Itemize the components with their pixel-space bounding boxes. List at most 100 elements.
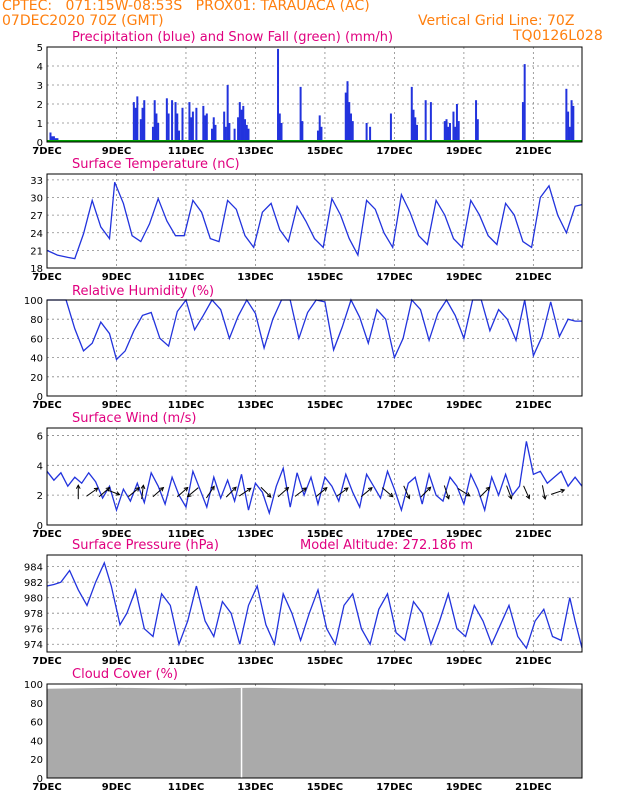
precip-bar bbox=[280, 123, 283, 142]
precip-bar bbox=[429, 102, 432, 142]
wind-arrow bbox=[106, 489, 120, 496]
wind-arrow-head bbox=[159, 486, 165, 492]
precip-bar bbox=[155, 113, 158, 142]
precip-xtick-label: 13DEC bbox=[237, 146, 273, 157]
cloud-xtick-label: 7DEC bbox=[32, 782, 61, 793]
precip-bar bbox=[139, 119, 142, 142]
cloud-ytick-label: 100 bbox=[24, 680, 43, 691]
wind-arrow bbox=[277, 487, 289, 498]
wind-ytick-label: 6 bbox=[37, 431, 43, 442]
wind-title: Surface Wind (m/s) bbox=[72, 411, 196, 426]
rh-series-line bbox=[47, 298, 582, 361]
wind-arrow-head bbox=[186, 492, 192, 498]
rh-ytick-label: 20 bbox=[30, 373, 43, 384]
precip-bar bbox=[457, 121, 460, 142]
precip-bar bbox=[205, 113, 208, 142]
pres-annotation: Model Altitude: 272.186 m bbox=[300, 538, 473, 553]
precip-frame bbox=[46, 46, 583, 143]
wind-arrow-head bbox=[343, 487, 349, 492]
wind-arrow-head bbox=[322, 487, 328, 492]
precip-bar bbox=[242, 105, 245, 142]
precip-bar bbox=[202, 105, 205, 142]
wind-arrow-head bbox=[485, 486, 491, 492]
rh-xtick-label: 21DEC bbox=[515, 400, 551, 411]
wind-arrow-head bbox=[75, 484, 81, 489]
wind-arrow bbox=[523, 485, 530, 499]
wind-ytick-label: 2 bbox=[37, 491, 43, 502]
precip-bar bbox=[572, 105, 575, 142]
precip-xtick-label: 9DEC bbox=[102, 146, 131, 157]
precip-bar bbox=[447, 126, 450, 142]
pres-xtick-label: 19DEC bbox=[446, 656, 482, 667]
temp-xtick-label: 15DEC bbox=[307, 272, 343, 283]
wind-arrow bbox=[360, 487, 373, 498]
pres-frame bbox=[46, 554, 583, 653]
precip-bar bbox=[204, 115, 207, 142]
precip-bar bbox=[348, 102, 351, 142]
wind-arrow bbox=[457, 488, 471, 497]
wind-arrow bbox=[238, 487, 252, 497]
wind-arrow bbox=[550, 489, 565, 495]
precip-bar bbox=[176, 113, 179, 142]
rh-ytick-label: 0 bbox=[37, 392, 43, 403]
wind-arrow-head bbox=[93, 487, 99, 492]
precip-bar bbox=[412, 109, 415, 142]
precip-bar bbox=[238, 102, 241, 142]
cloud-xtick-label: 19DEC bbox=[446, 782, 482, 793]
precip-xtick-label: 15DEC bbox=[307, 146, 343, 157]
precip-xtick-label: 7DEC bbox=[32, 146, 61, 157]
precip-bar bbox=[521, 102, 524, 142]
wind-ytick-label: 0 bbox=[37, 521, 43, 532]
wind-arrow bbox=[506, 485, 512, 499]
wind-arrow-head bbox=[135, 487, 141, 492]
precip-bar bbox=[134, 107, 137, 142]
pres-ytick-label: 982 bbox=[24, 578, 43, 589]
rh-xtick-label: 11DEC bbox=[168, 400, 204, 411]
wind-arrow bbox=[336, 487, 349, 497]
precip-bar bbox=[157, 123, 160, 142]
wind-arrow bbox=[128, 487, 140, 498]
wind-arrow bbox=[541, 485, 546, 500]
wind-arrow-head bbox=[465, 492, 471, 497]
precip-bar bbox=[567, 111, 570, 142]
precip-bar bbox=[214, 124, 217, 142]
pres-xtick-label: 7DEC bbox=[32, 656, 61, 667]
precip-bar bbox=[165, 98, 168, 142]
temp-xtick-label: 9DEC bbox=[102, 272, 131, 283]
precip-bar bbox=[346, 81, 349, 142]
precip-bar bbox=[278, 113, 281, 142]
wind-arrow-head bbox=[508, 494, 513, 500]
header-line1: CPTEC: 071:15W-08:53S PROX01: TARAUACA (… bbox=[2, 0, 370, 14]
wind-xtick-label: 9DEC bbox=[102, 529, 131, 540]
pres-xtick-label: 11DEC bbox=[168, 656, 204, 667]
rh-frame bbox=[46, 299, 583, 397]
wind-arrow bbox=[420, 486, 431, 498]
wind-arrow bbox=[443, 485, 450, 499]
precip-ytick-label: 2 bbox=[37, 100, 43, 111]
pres-xtick-label: 21DEC bbox=[515, 656, 551, 667]
wind-xtick-label: 7DEC bbox=[32, 529, 61, 540]
pres-series-line bbox=[46, 560, 583, 650]
precip-bar bbox=[141, 107, 144, 142]
wind-arrow bbox=[152, 487, 164, 498]
precip-bar bbox=[136, 96, 139, 142]
temp-ytick-label: 18 bbox=[30, 264, 43, 275]
rh-ytick-label: 80 bbox=[30, 315, 43, 326]
pres-ytick-label: 978 bbox=[24, 609, 43, 620]
wind-series-line bbox=[46, 441, 583, 516]
rh-ytick-label: 100 bbox=[24, 296, 43, 307]
precip-bar bbox=[228, 123, 231, 142]
wind-arrow bbox=[294, 487, 307, 497]
precip-xtick-label: 11DEC bbox=[168, 146, 204, 157]
precip-bar bbox=[365, 123, 368, 142]
precip-bar bbox=[190, 117, 193, 142]
wind-arrow bbox=[381, 487, 394, 498]
precip-xtick-label: 19DEC bbox=[446, 146, 482, 157]
wind-arrow-head bbox=[210, 485, 215, 491]
precip-bar bbox=[445, 119, 448, 142]
cloud-xtick-label: 9DEC bbox=[102, 782, 131, 793]
wind-arrow-head bbox=[302, 487, 308, 492]
rh-xtick-label: 19DEC bbox=[446, 400, 482, 411]
precip-bar bbox=[49, 132, 52, 142]
precip-bar bbox=[452, 111, 455, 142]
